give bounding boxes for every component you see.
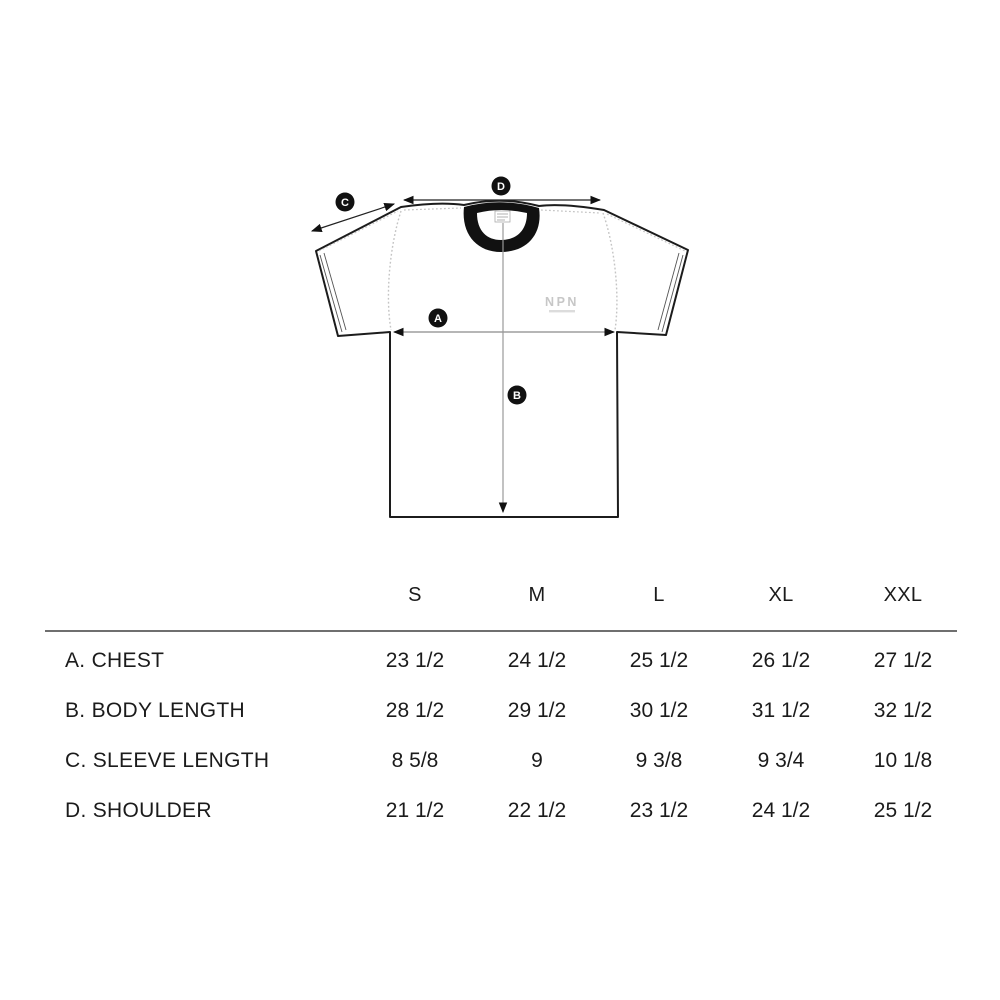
column-header-s: S bbox=[408, 583, 422, 606]
marker-badge-d: D bbox=[491, 176, 511, 196]
armhole-seam-left bbox=[387, 210, 402, 331]
brand-logo-subtext-line bbox=[549, 310, 575, 313]
table-divider bbox=[45, 630, 957, 632]
value-sleeve-l: 9 3/8 bbox=[635, 749, 683, 772]
brand-logo: NPN bbox=[545, 295, 579, 309]
table-row-shoulder: D. SHOULDER 21 1/2 22 1/2 23 1/2 24 1/2 … bbox=[45, 786, 964, 836]
size-table: S M L XL XXL A. CHEST 23 1/2 24 1/2 25 1… bbox=[45, 575, 964, 836]
column-header-xl: XL bbox=[768, 583, 794, 606]
size-table-header: S M L XL XXL bbox=[45, 575, 964, 615]
column-header-m: M bbox=[528, 583, 546, 606]
value-sleeve-xl: 9 3/4 bbox=[757, 749, 805, 772]
neck-label-print bbox=[497, 213, 508, 221]
value-shoulder-l: 23 1/2 bbox=[629, 799, 689, 822]
value-body-xl: 31 1/2 bbox=[751, 699, 811, 722]
row-label: C. SLEEVE LENGTH bbox=[65, 749, 270, 772]
marker-letter-b: B bbox=[513, 390, 521, 402]
marker-badge-c: C bbox=[335, 192, 355, 212]
column-header-l: L bbox=[653, 583, 665, 606]
marker-badge-b: B bbox=[507, 385, 527, 405]
table-row-chest: A. CHEST 23 1/2 24 1/2 25 1/2 26 1/2 27 … bbox=[45, 636, 964, 686]
value-body-m: 29 1/2 bbox=[507, 699, 567, 722]
value-chest-l: 25 1/2 bbox=[629, 649, 689, 672]
size-table-body: A. CHEST 23 1/2 24 1/2 25 1/2 26 1/2 27 … bbox=[45, 632, 964, 836]
value-shoulder-xxl: 25 1/2 bbox=[873, 799, 933, 822]
value-body-s: 28 1/2 bbox=[385, 699, 445, 722]
value-shoulder-m: 22 1/2 bbox=[507, 799, 567, 822]
table-row-sleeve-length: C. SLEEVE LENGTH 8 5/8 9 9 3/8 9 3/4 10 … bbox=[45, 736, 964, 786]
sleeve-arrow-c bbox=[310, 202, 396, 233]
value-chest-s: 23 1/2 bbox=[385, 649, 445, 672]
value-shoulder-xl: 24 1/2 bbox=[751, 799, 811, 822]
table-row-body-length: B. BODY LENGTH 28 1/2 29 1/2 30 1/2 31 1… bbox=[45, 686, 964, 736]
tshirt-diagram: D C A B NPN bbox=[310, 176, 689, 518]
value-sleeve-s: 8 5/8 bbox=[391, 749, 439, 772]
value-chest-m: 24 1/2 bbox=[507, 649, 567, 672]
neck-label bbox=[494, 210, 511, 223]
column-header-xxl: XXL bbox=[883, 583, 923, 606]
value-shoulder-s: 21 1/2 bbox=[385, 799, 445, 822]
value-chest-xl: 26 1/2 bbox=[751, 649, 811, 672]
value-body-l: 30 1/2 bbox=[629, 699, 689, 722]
row-label: A. CHEST bbox=[65, 649, 165, 672]
value-sleeve-m: 9 bbox=[531, 749, 543, 772]
collar bbox=[463, 202, 540, 252]
value-sleeve-xxl: 10 1/8 bbox=[873, 749, 933, 772]
row-label: B. BODY LENGTH bbox=[65, 699, 246, 722]
marker-letter-a: A bbox=[434, 313, 442, 325]
row-label: D. SHOULDER bbox=[65, 799, 212, 822]
value-chest-xxl: 27 1/2 bbox=[873, 649, 933, 672]
cuff-hem-left bbox=[319, 252, 347, 333]
marker-letter-c: C bbox=[341, 197, 349, 209]
marker-letter-d: D bbox=[497, 181, 505, 193]
armhole-seam-right bbox=[602, 212, 618, 331]
value-body-xxl: 32 1/2 bbox=[873, 699, 933, 722]
shoulder-seam-right bbox=[540, 209, 601, 214]
cuff-hem-right bbox=[657, 252, 684, 333]
marker-badge-a: A bbox=[428, 308, 448, 328]
shoulder-seam-left bbox=[403, 207, 462, 211]
